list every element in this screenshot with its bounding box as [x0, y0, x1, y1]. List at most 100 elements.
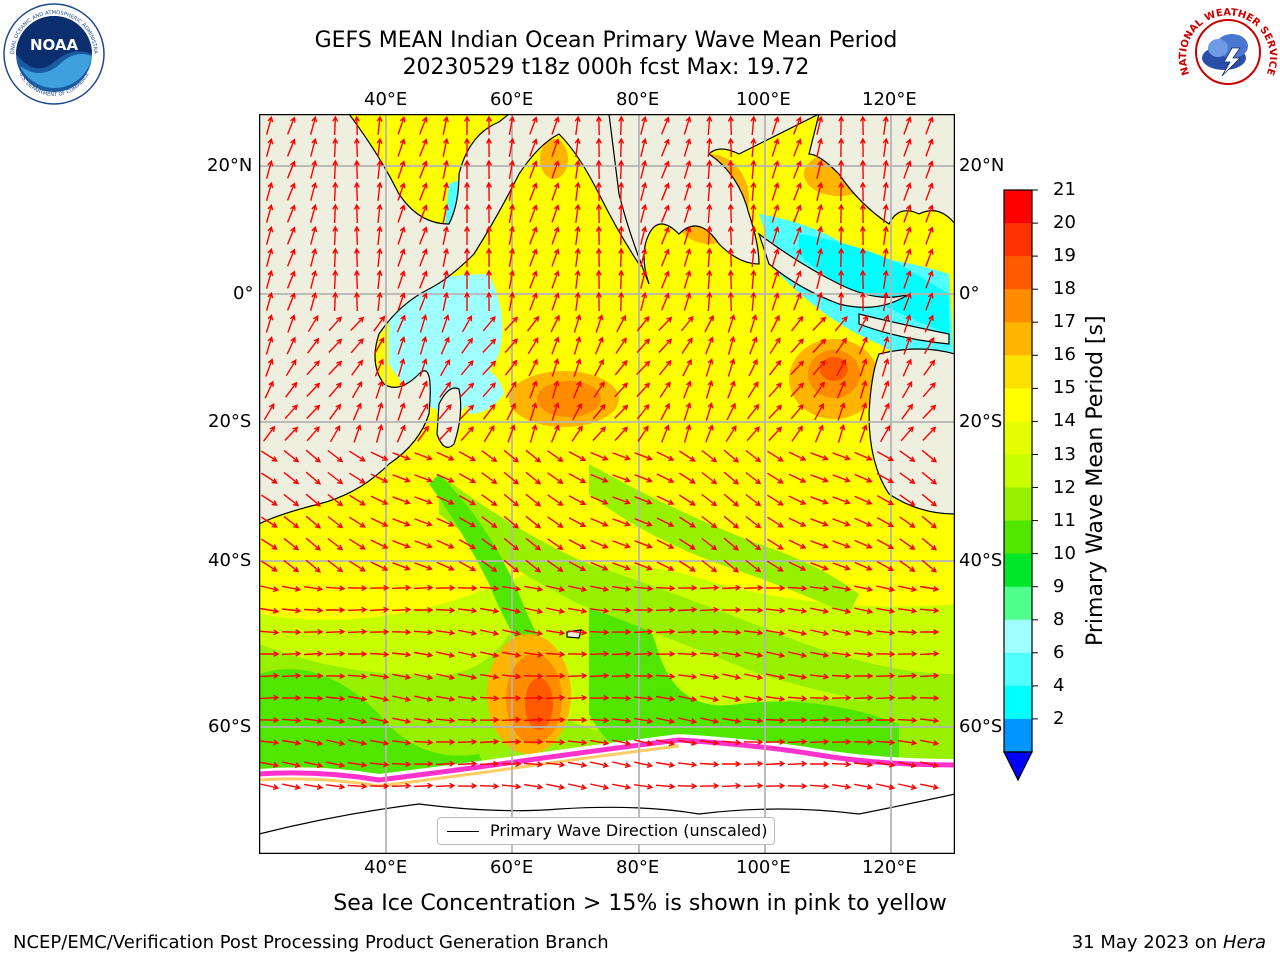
wave-direction-arrow — [880, 402, 890, 421]
colorbar-frame — [1003, 189, 1033, 753]
wave-direction-arrow — [457, 585, 478, 592]
wave-direction-arrow — [436, 451, 455, 461]
colorbar-tick-label: 8 — [1053, 608, 1065, 630]
wave-direction-arrow — [508, 115, 515, 136]
wave-field-swell-band-west — [429, 474, 559, 674]
wave-direction-arrow — [612, 562, 631, 571]
wave-direction-arrow — [529, 138, 538, 157]
wave-direction-arrow — [373, 336, 385, 355]
wave-direction-arrow — [634, 761, 654, 768]
wave-direction-arrow — [325, 650, 346, 657]
wave-direction-arrow — [854, 561, 873, 571]
wave-direction-arrow — [897, 629, 918, 636]
wave-direction-arrow — [793, 226, 802, 245]
wave-direction-arrow — [816, 137, 824, 157]
map-frame — [259, 114, 955, 854]
wave-direction-arrow — [547, 560, 564, 573]
wave-direction-arrow — [523, 761, 544, 768]
wave-field-19s-east — [820, 357, 848, 381]
wave-direction-arrow — [503, 515, 520, 529]
wave-direction-arrow — [765, 584, 786, 592]
wave-direction-arrow — [745, 537, 762, 551]
wave-direction-arrow — [793, 138, 802, 157]
wave-direction-arrow — [595, 314, 604, 333]
wave-direction-arrow — [902, 358, 912, 377]
wave-direction-arrow — [656, 495, 675, 505]
colorbar-title: Primary Wave Mean Period [s] — [1083, 315, 1108, 646]
wave-direction-arrow — [612, 452, 631, 461]
wave-direction-arrow — [859, 291, 866, 312]
colorbar-bin — [1004, 685, 1032, 720]
wave-direction-arrow — [816, 159, 824, 179]
wave-direction-arrow — [589, 694, 610, 701]
wave-direction-arrow — [832, 540, 851, 549]
wave-direction-arrow — [899, 472, 916, 485]
wave-direction-arrow — [706, 225, 713, 246]
wave-direction-arrow — [482, 403, 496, 420]
wave-direction-arrow — [417, 425, 430, 442]
wave-direction-arrow — [897, 717, 918, 724]
wave-direction-arrow — [612, 496, 631, 505]
wave-direction-arrow — [568, 495, 587, 505]
wave-direction-arrow — [903, 204, 912, 223]
wave-direction-arrow — [505, 381, 517, 399]
wave-direction-arrow — [574, 225, 581, 245]
wave-direction-arrow — [284, 404, 298, 420]
wave-direction-arrow — [504, 338, 518, 354]
wave-direction-arrow — [286, 204, 296, 223]
wave-direction-arrow — [898, 761, 918, 768]
wave-direction-arrow — [508, 291, 515, 312]
wave-direction-arrow — [744, 673, 764, 681]
wave-direction-arrow — [305, 471, 322, 485]
wave-direction-arrow — [527, 337, 539, 355]
wave-direction-arrow — [589, 739, 610, 746]
wave-direction-arrow — [480, 629, 500, 637]
wave-direction-arrow — [854, 783, 874, 790]
wave-direction-arrow — [303, 585, 324, 592]
wave-direction-arrow — [435, 739, 456, 746]
wave-direction-arrow — [788, 473, 807, 483]
wave-direction-arrow — [768, 404, 783, 419]
wave-direction-arrow — [508, 181, 515, 202]
wave-direction-arrow — [525, 559, 542, 573]
wave-direction-arrow — [463, 115, 471, 135]
wave-direction-arrow — [875, 694, 896, 701]
wave-direction-arrow — [595, 225, 602, 246]
wave-direction-arrow — [595, 247, 602, 268]
colorbar-tick-label: 17 — [1053, 311, 1076, 333]
wave-direction-arrow — [353, 269, 360, 290]
wave-direction-arrow — [832, 474, 851, 483]
wave-direction-arrow — [882, 247, 889, 268]
wave-direction-arrow — [481, 560, 498, 573]
wave-direction-arrow — [903, 226, 912, 245]
wave-direction-arrow — [771, 138, 780, 157]
wave-direction-arrow — [305, 515, 322, 529]
wave-direction-arrow — [903, 292, 912, 311]
colorbar-bin — [1004, 289, 1032, 323]
wave-direction-arrow — [701, 471, 718, 485]
wave-direction-arrow — [353, 424, 362, 443]
wave-direction-arrow — [790, 403, 804, 420]
wave-direction-arrow — [332, 181, 339, 202]
wave-direction-arrow — [523, 738, 544, 745]
wave-direction-arrow — [326, 606, 346, 614]
wave-direction-arrow — [332, 203, 339, 224]
wave-direction-arrow — [397, 138, 406, 157]
wave-direction-arrow — [524, 651, 544, 658]
wave-direction-arrow — [881, 380, 890, 399]
wave-direction-arrow — [838, 181, 845, 202]
wave-direction-arrow — [458, 560, 477, 572]
wave-direction-arrow — [369, 628, 390, 635]
wave-direction-arrow — [376, 291, 383, 311]
wave-direction-arrow — [567, 694, 588, 701]
wave-direction-arrow — [771, 182, 780, 201]
wave-direction-arrow — [592, 403, 606, 420]
wave-direction-arrow — [376, 115, 383, 135]
wave-direction-arrow — [376, 181, 383, 201]
wave-direction-arrow — [261, 560, 278, 572]
wave-direction-arrow — [767, 450, 784, 462]
wave-direction-arrow — [876, 607, 896, 614]
wave-direction-arrow — [683, 380, 692, 399]
wave-direction-arrow — [922, 404, 937, 419]
wave-direction-arrow — [326, 739, 346, 747]
